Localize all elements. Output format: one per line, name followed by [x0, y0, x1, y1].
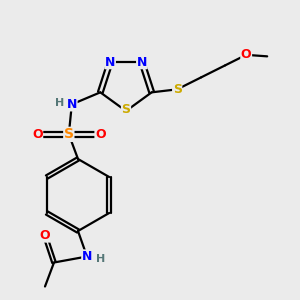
Text: N: N	[67, 98, 77, 111]
Text: O: O	[40, 229, 50, 242]
Text: O: O	[32, 128, 43, 141]
Text: S: S	[173, 83, 182, 96]
Text: N: N	[105, 56, 115, 69]
Text: O: O	[241, 48, 251, 61]
Text: H: H	[96, 254, 105, 265]
Text: S: S	[122, 103, 130, 116]
Text: N: N	[82, 250, 92, 263]
Text: O: O	[95, 128, 106, 141]
Text: N: N	[137, 56, 147, 69]
Text: H: H	[55, 98, 64, 108]
Text: S: S	[64, 127, 74, 141]
